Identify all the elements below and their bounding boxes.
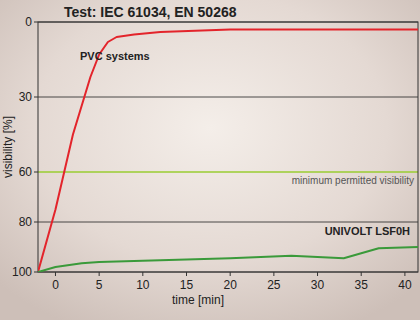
title: Test: IEC 61034, EN 50268 bbox=[64, 4, 237, 20]
x-tick-label: 25 bbox=[267, 278, 281, 292]
x-tick bbox=[317, 272, 318, 276]
y-tick-label: 0 bbox=[25, 15, 32, 29]
x-tick bbox=[186, 272, 187, 276]
y-tick-label: 100 bbox=[12, 265, 32, 279]
threshold-line bbox=[38, 171, 418, 173]
x-tick-label: 5 bbox=[96, 278, 103, 292]
background bbox=[0, 0, 420, 320]
x-tick bbox=[142, 272, 143, 276]
y-axis-label: visibility [%] bbox=[1, 116, 15, 178]
y-tick bbox=[34, 222, 38, 223]
series-label: PVC systems bbox=[80, 50, 150, 62]
series-line bbox=[38, 247, 418, 272]
x-tick bbox=[55, 272, 56, 276]
chart: minimum permitted visibility 0 30 60 80 100 0 5… bbox=[0, 0, 420, 320]
x-tick-label: 10 bbox=[136, 278, 150, 292]
y-tick-label: 30 bbox=[19, 90, 33, 104]
x-axis-label: time [min] bbox=[172, 293, 224, 307]
y-tick bbox=[34, 22, 38, 23]
x-tick bbox=[273, 272, 274, 276]
grid-line bbox=[38, 222, 418, 223]
series-line bbox=[38, 30, 418, 273]
x-tick-label: 35 bbox=[355, 278, 369, 292]
x-tick-label: 20 bbox=[224, 278, 238, 292]
y-tick bbox=[34, 172, 38, 173]
y-tick-label: 80 bbox=[19, 215, 33, 229]
series-label: UNIVOLT LSF0H bbox=[325, 225, 410, 237]
x-tick-label: 15 bbox=[180, 278, 194, 292]
x-tick bbox=[361, 272, 362, 276]
y-tick bbox=[34, 272, 38, 273]
x-tick-label: 0 bbox=[52, 278, 59, 292]
y-tick bbox=[34, 97, 38, 98]
y-tick-label: 60 bbox=[19, 165, 33, 179]
x-tick bbox=[99, 272, 100, 276]
x-tick bbox=[404, 272, 405, 276]
x-tick bbox=[230, 272, 231, 276]
x-tick-label: 40 bbox=[398, 278, 412, 292]
plot-frame bbox=[38, 22, 418, 272]
x-tick-label: 30 bbox=[311, 278, 325, 292]
grid-line bbox=[38, 97, 418, 98]
series-group bbox=[38, 30, 418, 273]
threshold-label: minimum permitted visibility bbox=[292, 175, 414, 186]
